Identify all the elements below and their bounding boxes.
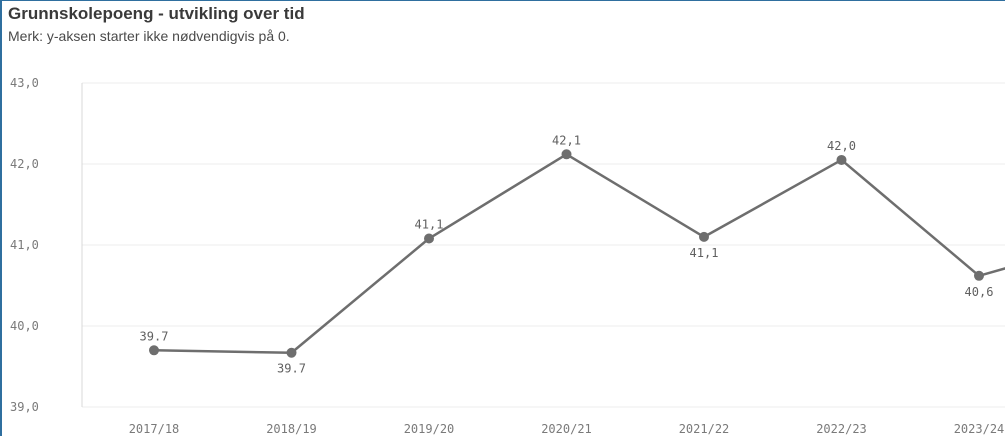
data-label: 42,0	[827, 139, 856, 153]
data-label: 39.7	[140, 329, 169, 343]
x-tick-label: 2018/19	[266, 422, 317, 436]
x-tick-label: 2022/23	[816, 422, 867, 436]
data-label: 41,1	[415, 218, 444, 232]
chart-subtitle: Merk: y-aksen starter ikke nødvendigvis …	[8, 28, 290, 44]
x-tick-label: 2017/18	[129, 422, 180, 436]
data-label: 39.7	[277, 362, 306, 376]
data-label: 40,6	[965, 285, 994, 299]
data-label: 42,1	[552, 133, 581, 147]
y-tick-label: 40,0	[10, 319, 39, 333]
data-point	[149, 345, 159, 356]
y-tick-label: 39,0	[10, 400, 39, 414]
x-tick-label: 2021/22	[679, 422, 730, 436]
data-point	[424, 233, 434, 244]
x-tick-label: 2020/21	[541, 422, 592, 436]
y-tick-label: 42,0	[10, 157, 39, 171]
series-line	[153, 153, 1005, 354]
y-tick-label: 41,0	[10, 238, 39, 252]
data-point	[836, 154, 847, 165]
x-tick-label: 2023/24	[954, 422, 1005, 436]
y-tick-label: 43,0	[10, 76, 39, 90]
data-point	[974, 270, 984, 281]
chart-title: Grunnskolepoeng - utvikling over tid	[8, 4, 305, 23]
data-point	[699, 231, 709, 242]
data-point	[561, 149, 572, 160]
data-point	[286, 347, 297, 358]
x-tick-label: 2019/20	[404, 422, 455, 436]
data-label: 41,1	[690, 246, 719, 260]
